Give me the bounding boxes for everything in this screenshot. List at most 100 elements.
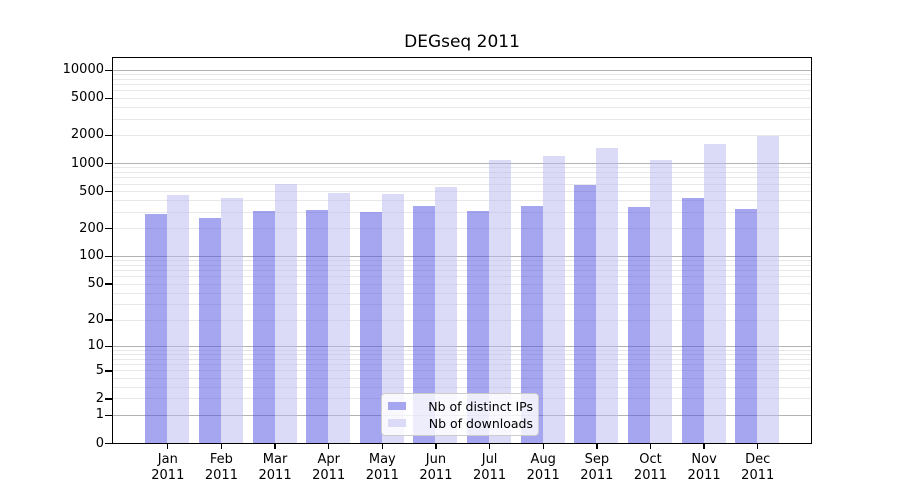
x-tick-label: Sep 2011 <box>580 452 614 483</box>
gridline-minor <box>112 364 811 366</box>
bar-distinct-ips-jun <box>413 205 436 443</box>
x-tick <box>757 444 759 449</box>
bar-downloads-apr <box>328 192 351 443</box>
gridline-major <box>112 255 811 257</box>
gridline-minor <box>112 358 811 360</box>
y-tick-label: 10000 <box>62 62 104 78</box>
x-tick-label: Aug 2011 <box>526 452 560 483</box>
bar-distinct-ips-may <box>359 212 382 443</box>
gridline-minor <box>112 172 811 174</box>
bar-distinct-ips-nov <box>681 198 704 443</box>
legend: Nb of distinct IPs Nb of downloads <box>381 393 539 436</box>
gridline-minor <box>112 228 811 230</box>
gridline-minor <box>112 276 811 278</box>
x-tick <box>220 444 223 449</box>
gridline-minor <box>112 84 811 86</box>
bar-distinct-ips-jul <box>467 211 490 443</box>
y-tick-label: 1000 <box>70 155 104 171</box>
bar-downloads-mar <box>274 184 297 443</box>
x-tick-label: Jan 2011 <box>151 452 185 483</box>
bar-downloads-jan <box>167 195 190 443</box>
y-tick <box>105 69 112 71</box>
bar-downloads-aug <box>542 155 565 443</box>
gridline-minor <box>112 200 811 202</box>
bar-downloads-sep <box>596 147 619 443</box>
legend-swatch-distinct-ips <box>388 402 406 410</box>
legend-label-downloads: Nb of downloads <box>428 415 533 431</box>
x-tick <box>703 444 705 449</box>
gridline-minor <box>112 370 811 372</box>
bar-downloads-may <box>381 193 404 443</box>
legend-item-downloads: Nb of downloads <box>388 415 533 431</box>
y-tick-label: 20 <box>87 312 104 328</box>
y-tick-label: 200 <box>79 220 104 236</box>
y-tick <box>105 255 112 258</box>
y-tick <box>105 442 112 445</box>
gridline-minor <box>112 106 811 108</box>
gridline-minor <box>112 97 811 99</box>
y-tick <box>105 345 112 348</box>
y-tick <box>105 398 112 400</box>
x-tick <box>167 444 169 449</box>
y-tick <box>105 134 112 137</box>
x-tick-label: Dec 2011 <box>741 452 775 483</box>
legend-item-distinct-ips: Nb of distinct IPs <box>388 398 533 414</box>
y-tick <box>105 162 112 165</box>
gridline-minor <box>112 118 811 120</box>
x-tick <box>542 444 544 449</box>
x-tick <box>381 444 383 449</box>
bar-downloads-dec <box>757 136 780 443</box>
gridline-minor <box>112 183 811 185</box>
bar-downloads-jul <box>489 159 512 443</box>
bar-distinct-ips-apr <box>306 209 329 443</box>
y-tick-label: 5000 <box>70 90 104 106</box>
gridline-minor <box>112 264 811 266</box>
bar-distinct-ips-sep <box>574 184 597 443</box>
gridline-minor <box>112 377 811 379</box>
x-tick-label: Jul 2011 <box>473 452 507 483</box>
bar-distinct-ips-aug <box>520 206 543 443</box>
x-tick-label: Apr 2011 <box>312 452 346 483</box>
gridline-minor <box>112 191 811 193</box>
y-tick <box>105 414 112 417</box>
bar-distinct-ips-dec <box>735 208 758 443</box>
y-tick-label: 100 <box>79 248 104 264</box>
bar-downloads-jun <box>435 187 458 443</box>
y-tick-label: 0 <box>95 435 104 451</box>
y-tick-label: 1 <box>95 407 104 423</box>
y-tick <box>105 227 112 230</box>
x-tick <box>274 444 276 449</box>
legend-swatch-downloads <box>388 419 406 427</box>
bar-downloads-nov <box>703 143 726 443</box>
bar-downloads-oct <box>649 159 672 443</box>
y-tick-label: 5 <box>95 362 104 378</box>
gridline-minor <box>112 270 811 272</box>
bar-distinct-ips-feb <box>198 217 221 443</box>
bar-downloads-feb <box>220 197 243 443</box>
gridline-minor <box>112 260 811 262</box>
bar-distinct-ips-oct <box>627 207 650 443</box>
chart-title: DEGseq 2011 <box>404 32 520 52</box>
gridline-minor <box>112 167 811 169</box>
gridline-minor <box>112 353 811 355</box>
gridline-minor <box>112 74 811 76</box>
gridline-major <box>112 345 811 347</box>
x-tick-label: Feb 2011 <box>204 452 238 483</box>
gridline-major <box>112 69 811 71</box>
y-tick-label: 2 <box>95 390 104 406</box>
bar-distinct-ips-jan <box>145 213 168 443</box>
x-tick <box>327 444 330 449</box>
x-tick <box>435 444 437 449</box>
y-tick <box>105 370 112 372</box>
x-tick <box>488 444 491 449</box>
x-tick-label: Jun 2011 <box>419 452 453 483</box>
gridline-minor <box>112 177 811 179</box>
x-tick-label: Oct 2011 <box>633 452 668 483</box>
plot-area <box>111 56 812 444</box>
gridline-minor <box>112 78 811 80</box>
x-tick <box>596 444 598 449</box>
bar-distinct-ips-mar <box>252 211 275 443</box>
y-tick-label: 2000 <box>70 127 104 143</box>
y-tick <box>105 97 112 100</box>
